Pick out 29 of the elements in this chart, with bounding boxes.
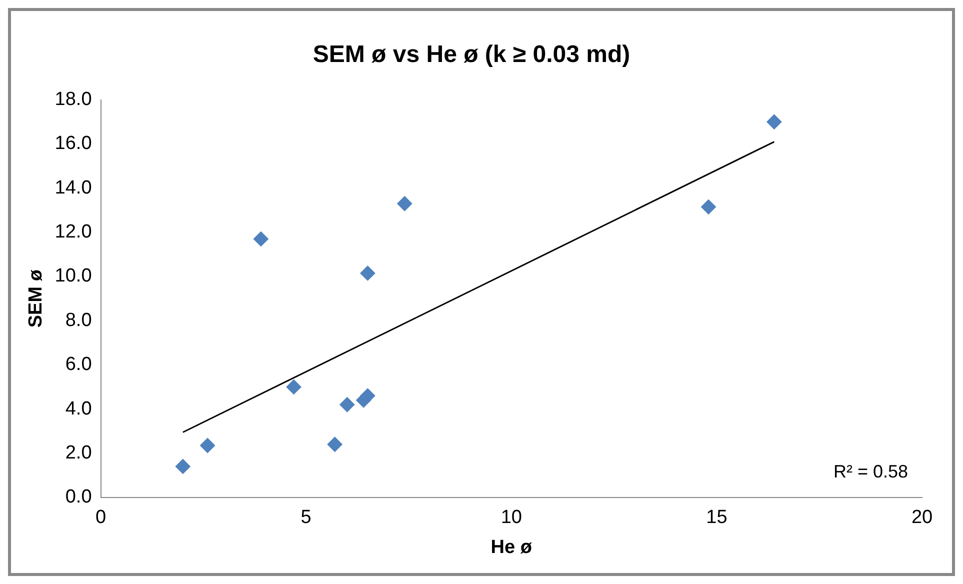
y-tick-label: 18.0	[54, 89, 92, 110]
point	[340, 397, 355, 412]
point	[700, 199, 716, 214]
chart-title: SEM ø vs He ø (k ≥ 0.03 md)	[312, 41, 630, 68]
x-tick-label: 5	[300, 507, 312, 528]
y-axis-title: SEM ø	[26, 269, 47, 328]
point	[253, 231, 268, 246]
x-axis-title: He ø	[490, 536, 532, 558]
x-tick-label: 0	[95, 507, 106, 528]
y-tick-label: 14.0	[54, 177, 92, 198]
x-tick-label: 15	[706, 507, 728, 528]
x-tick-label: 10	[500, 507, 522, 528]
y-tick-label: 10.0	[54, 266, 92, 287]
y-tick-label: 4.0	[65, 398, 92, 420]
x-tick-label: 20	[911, 507, 933, 528]
point	[327, 436, 342, 452]
y-tick-label: 8.0	[65, 310, 92, 331]
point	[360, 266, 376, 281]
y-tick-label: 16.0	[54, 133, 92, 154]
point	[175, 458, 190, 474]
y-tick-label: 6.0	[65, 354, 92, 376]
point	[286, 379, 302, 394]
point	[200, 438, 216, 453]
y-tick-label: 12.0	[54, 222, 92, 243]
annotation: R² = 0.58	[833, 461, 908, 482]
y-tick-label: 2.0	[65, 442, 92, 464]
y-tick-label: 0.0	[65, 486, 92, 508]
point	[766, 114, 782, 130]
point	[397, 196, 412, 212]
